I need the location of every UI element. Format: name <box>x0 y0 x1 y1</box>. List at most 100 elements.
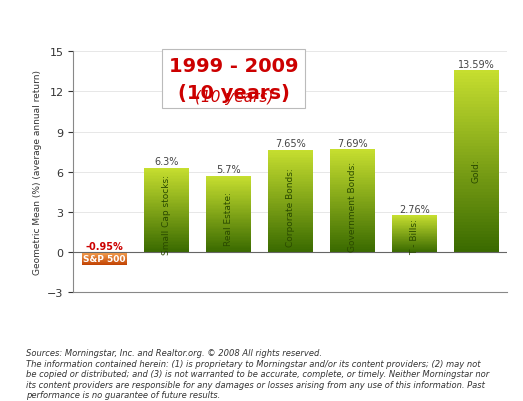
Bar <box>330 247 374 249</box>
Bar <box>330 207 374 208</box>
Bar <box>454 95 498 98</box>
Bar <box>268 171 313 172</box>
Bar <box>454 92 498 95</box>
Text: Small Cap stocks:: Small Cap stocks: <box>162 175 170 255</box>
Bar <box>268 229 313 231</box>
Bar <box>392 232 437 233</box>
Bar <box>454 110 498 113</box>
Bar <box>268 157 313 159</box>
Y-axis label: Geometric Mean (%) (average annual return): Geometric Mean (%) (average annual retur… <box>32 70 41 275</box>
Bar <box>392 231 437 232</box>
Bar <box>144 231 189 233</box>
Bar <box>330 241 374 242</box>
Bar <box>454 177 498 180</box>
Bar <box>206 232 251 233</box>
Bar <box>330 205 374 207</box>
Bar <box>268 236 313 237</box>
Bar <box>268 234 313 235</box>
Bar <box>330 194 374 196</box>
Bar <box>330 201 374 203</box>
Bar <box>330 186 374 188</box>
Bar <box>206 249 251 250</box>
Bar <box>454 132 498 135</box>
Bar <box>144 244 189 245</box>
Bar <box>268 210 313 212</box>
Bar <box>268 174 313 176</box>
Bar <box>330 200 374 201</box>
Bar <box>206 244 251 245</box>
Bar <box>454 144 498 147</box>
Bar <box>206 217 251 218</box>
Bar <box>454 86 498 89</box>
Bar <box>206 196 251 197</box>
Bar <box>206 197 251 198</box>
Bar <box>330 189 374 191</box>
Bar <box>206 183 251 184</box>
Bar <box>330 220 374 222</box>
Bar <box>206 213 251 215</box>
Bar <box>454 192 498 195</box>
Bar <box>454 174 498 177</box>
Bar <box>330 249 374 251</box>
Bar <box>144 227 189 229</box>
Bar <box>330 191 374 192</box>
Bar <box>206 227 251 229</box>
Bar <box>454 201 498 204</box>
Bar <box>206 212 251 213</box>
Bar <box>454 237 498 241</box>
Bar <box>144 171 189 172</box>
Bar <box>454 80 498 83</box>
Bar <box>144 236 189 237</box>
Text: T - Bills:: T - Bills: <box>410 218 419 254</box>
Bar <box>206 241 251 243</box>
Bar <box>454 235 498 237</box>
Bar <box>206 194 251 195</box>
Text: 7.65%: 7.65% <box>275 139 305 149</box>
Bar <box>144 229 189 230</box>
Bar <box>268 186 313 188</box>
Bar <box>454 104 498 107</box>
Text: Corporate Bonds:: Corporate Bonds: <box>286 167 295 246</box>
Bar <box>206 222 251 223</box>
Bar <box>330 157 374 158</box>
Bar <box>206 220 251 221</box>
Bar <box>392 220 437 221</box>
Bar <box>268 222 313 224</box>
Bar <box>268 219 313 220</box>
Bar <box>454 219 498 222</box>
Bar <box>144 191 189 192</box>
Bar <box>392 227 437 228</box>
Bar <box>268 194 313 196</box>
Bar <box>144 200 189 202</box>
Bar <box>454 165 498 168</box>
Bar <box>268 231 313 232</box>
Bar <box>454 126 498 128</box>
Bar <box>206 236 251 237</box>
Bar <box>454 135 498 138</box>
Bar <box>268 212 313 213</box>
Bar <box>268 196 313 198</box>
Bar <box>392 245 437 246</box>
Bar <box>206 211 251 212</box>
Bar <box>144 194 189 195</box>
Bar <box>454 222 498 225</box>
Bar <box>144 195 189 196</box>
Bar <box>144 243 189 244</box>
Bar <box>206 218 251 220</box>
Bar <box>330 215 374 217</box>
Text: Gold:: Gold: <box>472 159 481 183</box>
Bar <box>144 239 189 240</box>
Bar <box>330 242 374 244</box>
Bar <box>144 230 189 232</box>
Bar <box>454 229 498 231</box>
Bar <box>206 239 251 240</box>
Bar <box>454 122 498 126</box>
Bar <box>144 212 189 213</box>
Bar <box>206 208 251 209</box>
Bar <box>454 241 498 243</box>
Bar <box>144 250 189 251</box>
Bar <box>330 170 374 172</box>
Bar <box>144 223 189 225</box>
Bar <box>144 182 189 184</box>
Bar <box>392 221 437 222</box>
